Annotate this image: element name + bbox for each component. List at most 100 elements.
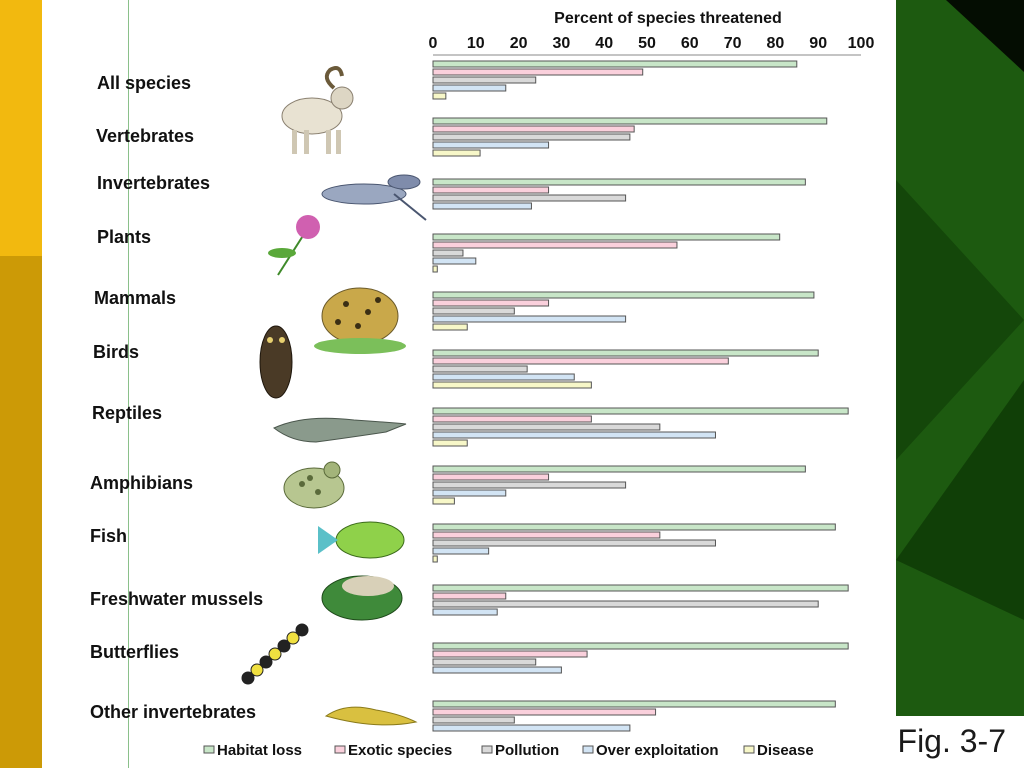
leopard-spot (335, 319, 341, 325)
bar-pollution (432, 600, 819, 608)
bar-disease (432, 149, 481, 157)
category-label: Invertebrates (97, 173, 210, 193)
category-label: Butterflies (90, 642, 179, 662)
bar-exotic-species (432, 299, 550, 307)
ram-leg (304, 130, 309, 154)
bar-over-exploitation (432, 724, 631, 732)
ram-body (281, 97, 343, 135)
ram-icon (281, 66, 354, 154)
ram-head (330, 86, 354, 110)
bar-habitat-loss (432, 584, 849, 592)
leopard-spot (355, 323, 361, 329)
caterpillar-segment (286, 631, 300, 645)
bar-disease (432, 555, 438, 563)
legend-swatch (203, 745, 215, 754)
bar-over-exploitation (432, 431, 716, 439)
legend-item: Over exploitation (582, 742, 719, 759)
fish-tail (318, 526, 338, 554)
legend-label: Pollution (495, 742, 559, 759)
bar-pollution (432, 716, 515, 724)
owl-eye (267, 337, 273, 343)
caterpillar-segment (259, 655, 273, 669)
bar-habitat-loss (432, 233, 781, 241)
legend-item: Exotic species (334, 742, 452, 759)
x-tick-label: 30 (553, 35, 571, 52)
mid-triangle-shade (896, 180, 1024, 460)
bar-habitat-loss (432, 60, 798, 68)
crayfish-antenna (393, 193, 427, 221)
category-row: Plants (97, 215, 781, 276)
crayfish-claw (387, 174, 421, 190)
x-tick-label: 80 (767, 35, 785, 52)
bar-habitat-loss (432, 117, 828, 125)
bar-disease (432, 92, 447, 100)
bar-exotic-species (432, 650, 588, 658)
bar-over-exploitation (432, 141, 550, 149)
bar-pollution (432, 76, 537, 84)
bar-pollution (432, 539, 716, 547)
bar-habitat-loss (432, 291, 815, 299)
leopard-grass (314, 338, 406, 354)
x-tick-label: 40 (595, 35, 613, 52)
bar-exotic-species (432, 531, 661, 539)
legend-item: Habitat loss (203, 742, 302, 759)
frog-head (323, 461, 341, 479)
category-rows: All species Vertebrates Invertebrates Plant… (90, 60, 849, 732)
leopard-spot (343, 301, 349, 307)
category-label: Fish (90, 526, 127, 546)
bar-pollution (432, 365, 528, 373)
x-tick-label: 90 (809, 35, 827, 52)
bar-habitat-loss (432, 349, 819, 357)
ram-leg (292, 130, 297, 154)
bar-exotic-species (432, 357, 729, 365)
category-row: Vertebrates (96, 117, 828, 157)
ram-leg (336, 130, 341, 154)
bar-habitat-loss (432, 642, 849, 650)
bar-habitat-loss (432, 523, 836, 531)
mussel-inner (342, 576, 394, 596)
frog-icon (283, 461, 345, 509)
caterpillar-segment (268, 647, 282, 661)
frog-spot (299, 481, 305, 487)
bar-over-exploitation (432, 257, 477, 265)
green-decor-panel (896, 0, 1024, 716)
bar-pollution (432, 249, 464, 257)
bar-over-exploitation (432, 666, 562, 674)
legend-label: Exotic species (348, 742, 452, 759)
category-label: Vertebrates (96, 126, 194, 146)
legend-swatch (481, 745, 493, 754)
x-tick-label: 0 (429, 35, 438, 52)
legend: Habitat loss Exotic species Pollution Over … (203, 742, 814, 759)
category-label: All species (97, 73, 191, 93)
x-tick-label: 70 (724, 35, 742, 52)
category-row: Amphibians (90, 461, 806, 509)
category-label: Amphibians (90, 473, 193, 493)
x-tick-label: 20 (510, 35, 528, 52)
owl-body (259, 325, 293, 399)
bar-exotic-species (432, 186, 550, 194)
slug-icon (324, 706, 418, 726)
crayfish-body (321, 183, 407, 205)
bar-pollution (432, 423, 661, 431)
bar-over-exploitation (432, 489, 507, 497)
bar-habitat-loss (432, 178, 806, 186)
mussel-icon (321, 575, 403, 621)
caterpillar-segment (250, 663, 264, 677)
caterpillar-segment (295, 623, 309, 637)
leopard-spot (375, 297, 381, 303)
left-band-gold (0, 256, 42, 768)
category-row: Reptiles (92, 403, 849, 447)
bar-exotic-species (432, 473, 550, 481)
bar-pollution (432, 307, 515, 315)
bar-over-exploitation (432, 202, 532, 210)
bar-disease (432, 497, 455, 505)
lower-triangle-shade (896, 380, 1024, 620)
fish-icon (318, 521, 405, 559)
legend-label: Disease (757, 742, 814, 759)
fish-body (335, 521, 405, 559)
flower-icon (268, 215, 320, 276)
category-row: Fish (90, 521, 836, 563)
flower-petals (296, 215, 320, 239)
bar-pollution (432, 194, 627, 202)
bar-pollution (432, 481, 627, 489)
